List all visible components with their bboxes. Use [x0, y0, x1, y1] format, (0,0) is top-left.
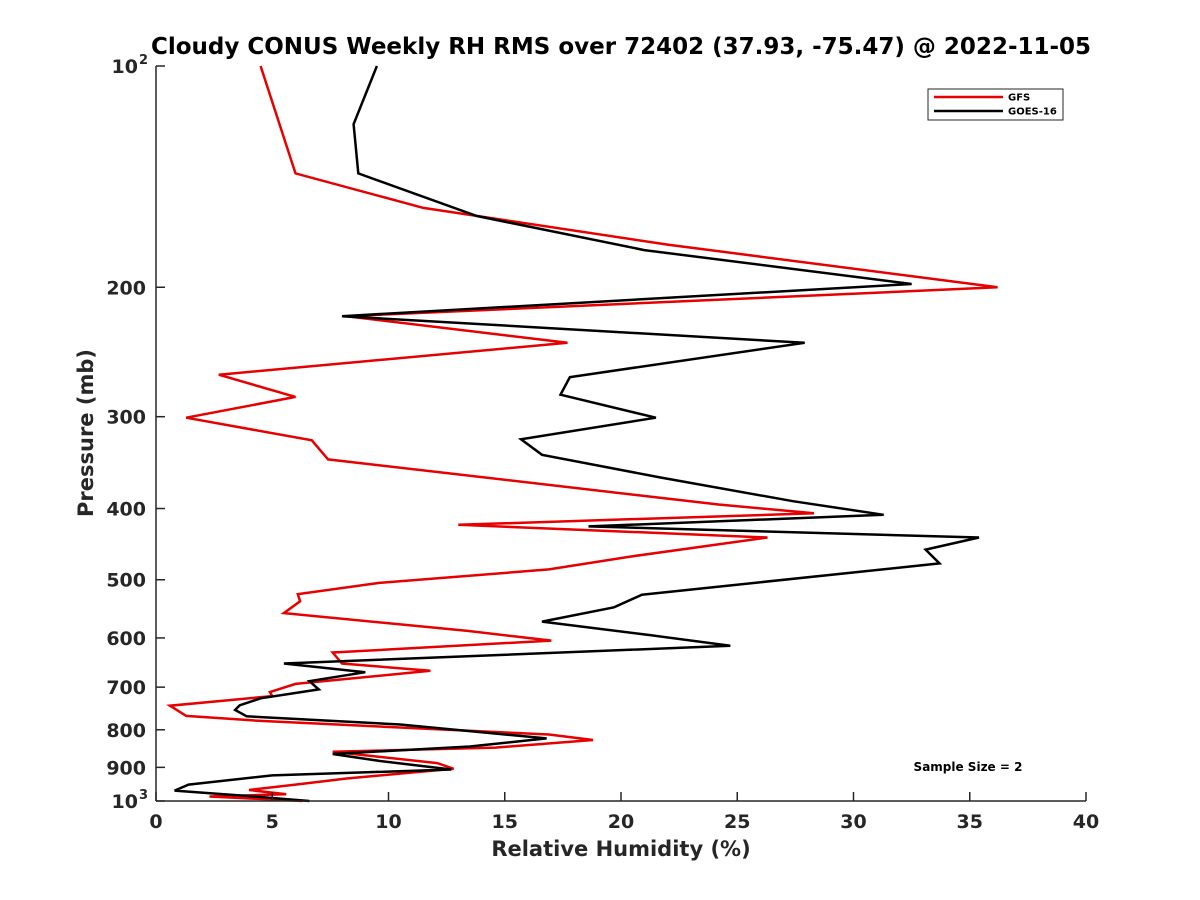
y-tick-label: 600 — [106, 628, 146, 650]
x-axis-label: Relative Humidity (%) — [491, 837, 750, 861]
y-tick-exponent: 2 — [139, 53, 148, 68]
y-tick-label: 700 — [106, 677, 146, 699]
y-tick-label: 500 — [106, 570, 146, 592]
x-tick-label: 25 — [724, 811, 750, 833]
series-goes-16 — [174, 65, 980, 803]
y-tick-exponent: 3 — [139, 788, 148, 803]
chart-title: Cloudy CONUS Weekly RH RMS over 72402 (3… — [151, 34, 1091, 60]
x-ticks: 0 5 10 15 20 25 30 35 40 — [149, 792, 1099, 833]
x-tick-label: 35 — [957, 811, 983, 833]
x-tick-label: 40 — [1073, 811, 1099, 833]
y-tick-label: 300 — [106, 407, 146, 429]
x-tick-label: 30 — [840, 811, 866, 833]
y-tick-label: 10 — [112, 56, 138, 78]
x-tick-label: 5 — [266, 811, 279, 833]
series-line-goes-16 — [174, 65, 980, 803]
y-tick-label: 400 — [106, 499, 146, 521]
y-tick-label: 900 — [106, 757, 146, 779]
y-tick-label: 800 — [106, 720, 146, 742]
x-tick-label: 15 — [492, 811, 518, 833]
legend: GFS GOES-16 — [927, 88, 1064, 121]
legend-label-gfs: GFS — [1008, 93, 1030, 104]
y-tick-label: 200 — [106, 277, 146, 299]
legend-label-goes-16: GOES-16 — [1008, 107, 1057, 118]
y-tick-label: 10 — [112, 791, 138, 813]
sample-size-annotation: Sample Size = 2 — [914, 760, 1023, 774]
x-tick-label: 10 — [375, 811, 401, 833]
legend-box — [927, 88, 1064, 121]
x-tick-label: 20 — [608, 811, 634, 833]
x-tick-label: 0 — [149, 811, 162, 833]
y-axis-label: Pressure (mb) — [74, 349, 98, 517]
series-layer — [166, 65, 998, 803]
